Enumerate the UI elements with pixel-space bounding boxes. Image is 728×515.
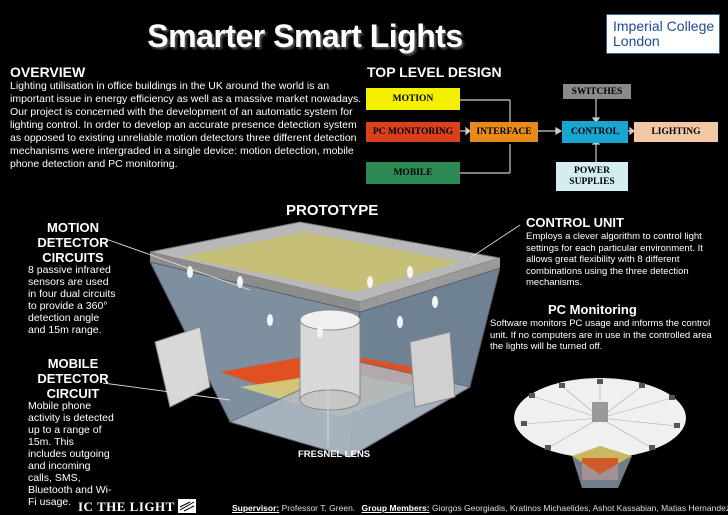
switches-box: SWITCHES <box>563 84 631 99</box>
footer-credits: Supervisor: Professor T. Green. Group Me… <box>232 503 728 513</box>
interface-box: INTERFACE <box>470 122 538 142</box>
mobile-detector-text: Mobile phone activity is detected up to … <box>28 400 114 508</box>
power-label-2: SUPPLIES <box>569 176 615 187</box>
overview-text: Lighting utilisation in office buildings… <box>10 80 362 170</box>
mobile-detector-heading: MOBILE DETECTOR CIRCUIT <box>26 356 120 401</box>
members-label: Group Members: <box>361 503 430 513</box>
pc-monitoring-text: Software monitors PC usage and informs t… <box>490 318 712 352</box>
motion-detector-heading: MOTION DETECTOR CIRCUITS <box>26 220 120 265</box>
prototype-illustration <box>149 221 500 458</box>
mobile-heading-2: DETECTOR <box>37 371 109 386</box>
motion-heading-3: CIRCUITS <box>42 250 104 265</box>
fresnel-lens-label: FRESNEL LENS <box>298 449 371 460</box>
lighting-box: LIGHTING <box>634 122 718 142</box>
mobile-heading-1: MOBILE <box>47 356 99 371</box>
power-supplies-box: POWER SUPPLIES <box>556 162 628 191</box>
members-names: Giorgos Georgiadis, Kratinos Michaelides… <box>431 503 728 513</box>
brand-logo: IC THE LIGHT <box>78 499 175 514</box>
motion-heading-1: MOTION <box>47 220 99 235</box>
logo-line-1: Imperial College <box>613 18 715 34</box>
brand-mark-icon <box>178 499 196 513</box>
motion-heading-2: DETECTOR <box>37 235 109 250</box>
mobile-box: MOBILE <box>366 162 460 184</box>
pc-monitoring-heading: PC Monitoring <box>548 302 637 317</box>
overview-heading: OVERVIEW <box>10 64 86 80</box>
room-illustration <box>514 378 686 488</box>
supervisor-label: Supervisor: <box>232 503 280 513</box>
prototype-heading: PROTOTYPE <box>286 202 379 219</box>
motion-box: MOTION <box>366 88 460 110</box>
control-box: CONTROL <box>562 121 628 143</box>
mobile-heading-3: CIRCUIT <box>46 386 100 401</box>
control-unit-heading: CONTROL UNIT <box>526 215 624 230</box>
logo-line-2: London <box>613 33 660 49</box>
imperial-college-logo: Imperial College London <box>606 14 720 54</box>
page-title: Smarter Smart Lights <box>147 18 463 54</box>
control-unit-text: Employs a clever algorithm to control li… <box>526 231 703 288</box>
pc-monitoring-box: PC MONITORING <box>366 122 460 142</box>
design-heading: TOP LEVEL DESIGN <box>367 64 502 80</box>
power-label-1: POWER <box>574 165 610 176</box>
supervisor-name: Professor T. Green. <box>281 503 356 513</box>
motion-detector-text: 8 passive infrared sensors are used in f… <box>28 264 116 336</box>
